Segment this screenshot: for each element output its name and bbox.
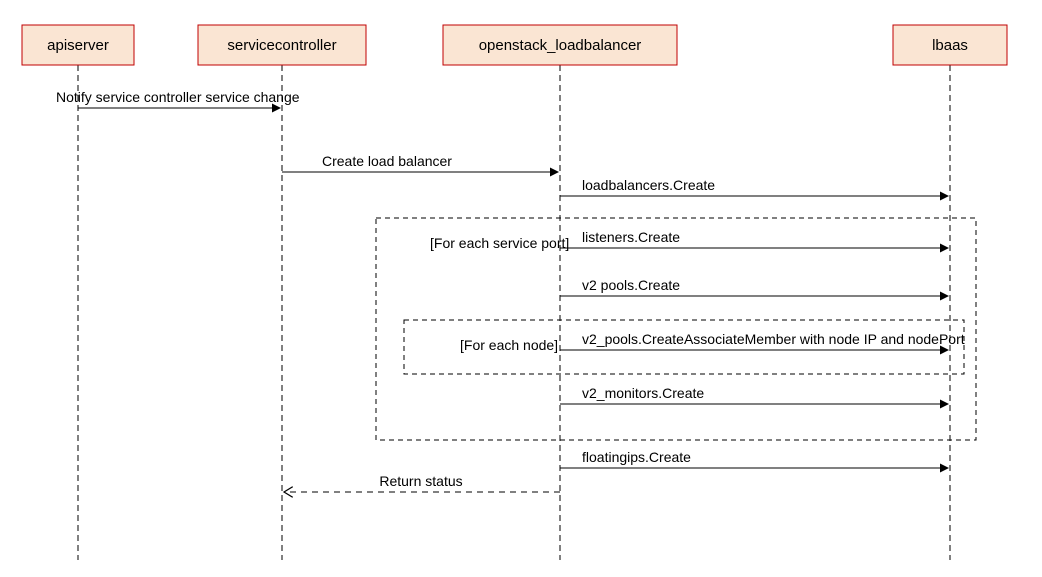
participant-label: openstack_loadbalancer: [479, 37, 642, 54]
message-label-1: Create load balancer: [322, 153, 452, 169]
sequence-diagram: apiserver servicecontroller openstack_load…: [0, 0, 1042, 577]
participant-label: servicecontroller: [227, 37, 336, 54]
fragment-label-0: [For each service port]: [430, 235, 569, 251]
message-label-2: loadbalancers.Create: [582, 177, 715, 193]
participant-lbaas: lbaas: [893, 25, 1007, 65]
participant-apiserver: apiserver: [22, 25, 134, 65]
message-label-0: Notify service controller service change: [56, 89, 300, 105]
message-label-5: v2_pools.CreateAssociateMember with node…: [582, 331, 965, 347]
message-label-8: Return status: [379, 473, 462, 489]
message-label-7: floatingips.Create: [582, 449, 691, 465]
message-label-6: v2_monitors.Create: [582, 385, 704, 401]
participant-label: lbaas: [932, 37, 968, 54]
participant-servicecontroller: servicecontroller: [198, 25, 366, 65]
fragment-box-0: [376, 218, 976, 440]
message-label-4: v2 pools.Create: [582, 277, 680, 293]
fragment-label-1: [For each node]: [460, 337, 558, 353]
message-label-3: listeners.Create: [582, 229, 680, 245]
participant-openstack_loadbalancer: openstack_loadbalancer: [443, 25, 677, 65]
participant-label: apiserver: [47, 37, 109, 54]
